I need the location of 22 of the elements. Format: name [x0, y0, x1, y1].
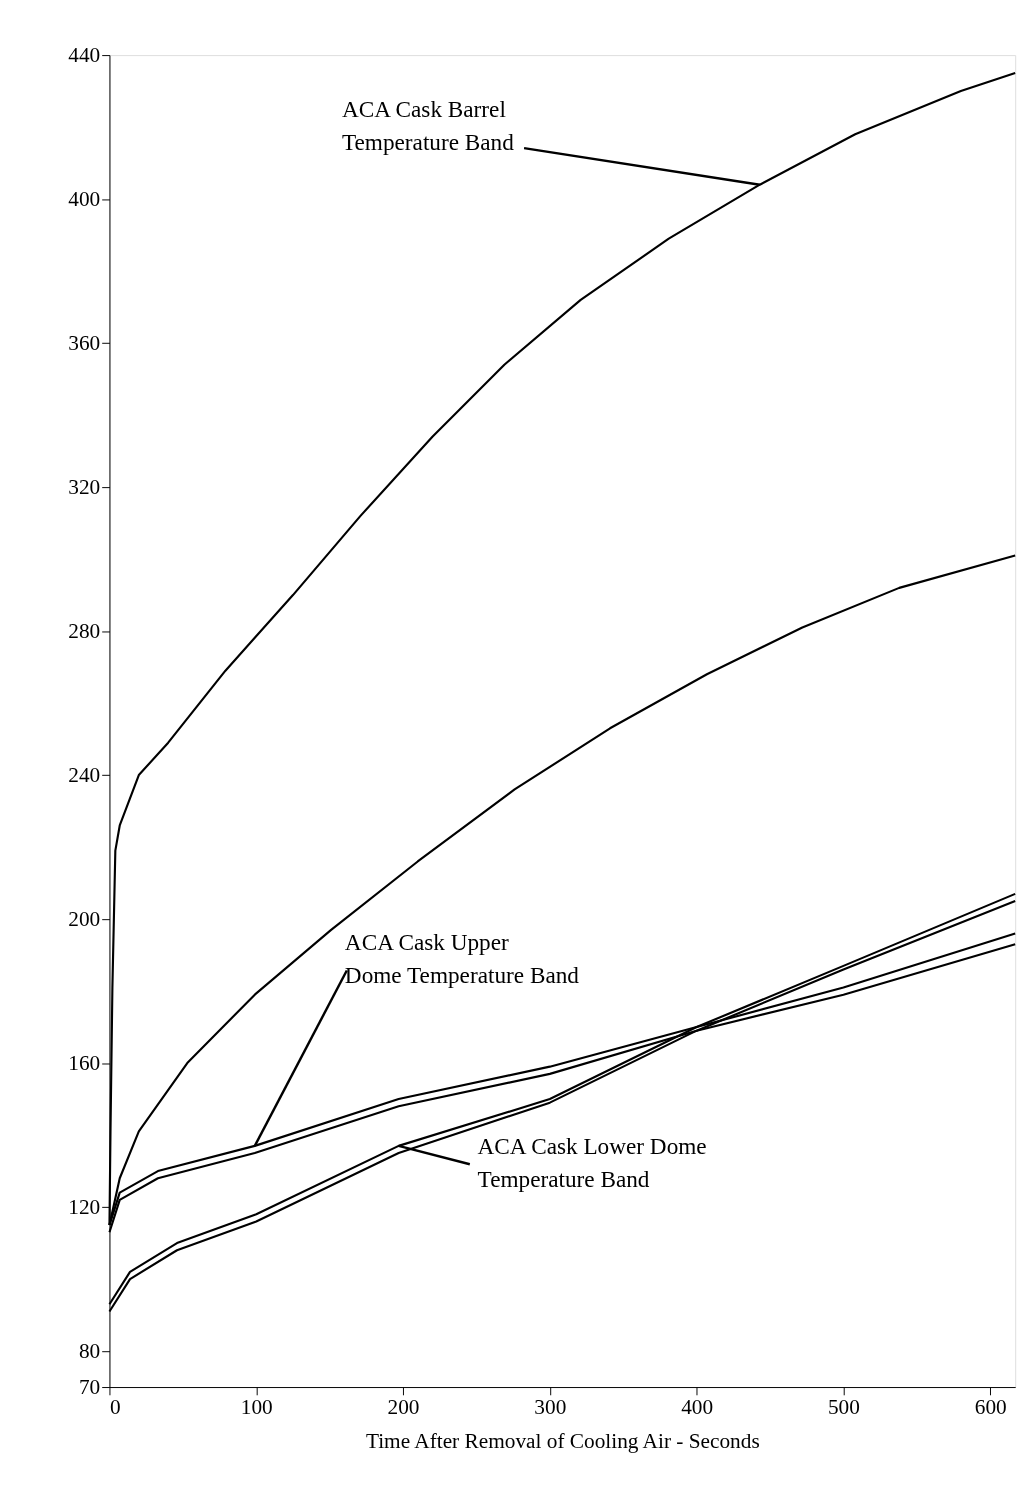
y-tick-label: 400	[68, 187, 101, 212]
y-tick-label: 440	[68, 43, 101, 68]
x-tick-label: 300	[534, 1394, 567, 1419]
y-tick-label: 200	[68, 907, 101, 932]
annotation: ACA Cask Lower Dome Temperature Band	[477, 1132, 707, 1192]
x-tick-label: 100	[240, 1394, 273, 1419]
y-tick-label: 160	[68, 1051, 101, 1076]
y-tick-label: 240	[68, 763, 101, 788]
y-tick-label: 80	[78, 1339, 101, 1364]
y-tick-label: 320	[68, 475, 101, 500]
x-tick-label: 200	[387, 1394, 420, 1419]
y-tick-label: 70	[78, 1375, 101, 1400]
annotation: ACA Cask Barrel Temperature Band	[341, 96, 515, 156]
annotation: ACA Cask Upper Dome Temperature Band	[344, 929, 580, 989]
x-tick-label: 600	[974, 1394, 1007, 1419]
y-tick-label: 120	[68, 1195, 101, 1220]
x-tick-label: 0	[109, 1394, 121, 1419]
x-tick-label: 500	[827, 1394, 860, 1419]
x-axis-title: Time After Removal of Cooling Air - Seconds	[365, 1428, 760, 1453]
y-tick-label: 280	[68, 619, 101, 644]
y-tick-label: 360	[68, 331, 101, 356]
x-tick-label: 400	[681, 1394, 714, 1419]
